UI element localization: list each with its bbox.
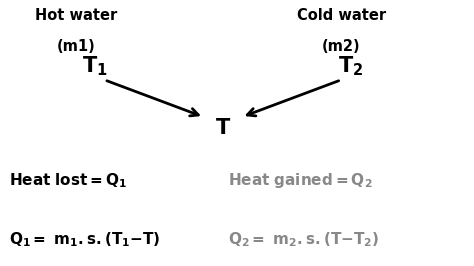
Text: $\mathbf{Heat\ gained = Q_2}$: $\mathbf{Heat\ gained = Q_2}$: [228, 171, 372, 190]
Text: (m2): (m2): [322, 39, 361, 53]
Text: $\mathbf{Q_2{=}\ m_2.s.(T{-}T_2)}$: $\mathbf{Q_2{=}\ m_2.s.(T{-}T_2)}$: [228, 230, 379, 249]
Text: $\mathbf{T}$: $\mathbf{T}$: [215, 118, 231, 138]
Text: (m1): (m1): [56, 39, 95, 53]
Text: $\mathbf{T_1}$: $\mathbf{T_1}$: [82, 55, 108, 78]
Text: $\mathbf{T_2}$: $\mathbf{T_2}$: [338, 55, 364, 78]
Text: $\mathbf{Q_1{=}\ m_1.s.(T_1{-}T)}$: $\mathbf{Q_1{=}\ m_1.s.(T_1{-}T)}$: [9, 230, 161, 249]
Text: $\mathbf{Heat\ lost = Q_1}$: $\mathbf{Heat\ lost = Q_1}$: [9, 172, 128, 190]
Text: Cold water: Cold water: [297, 8, 386, 23]
Text: Hot water: Hot water: [35, 8, 117, 23]
